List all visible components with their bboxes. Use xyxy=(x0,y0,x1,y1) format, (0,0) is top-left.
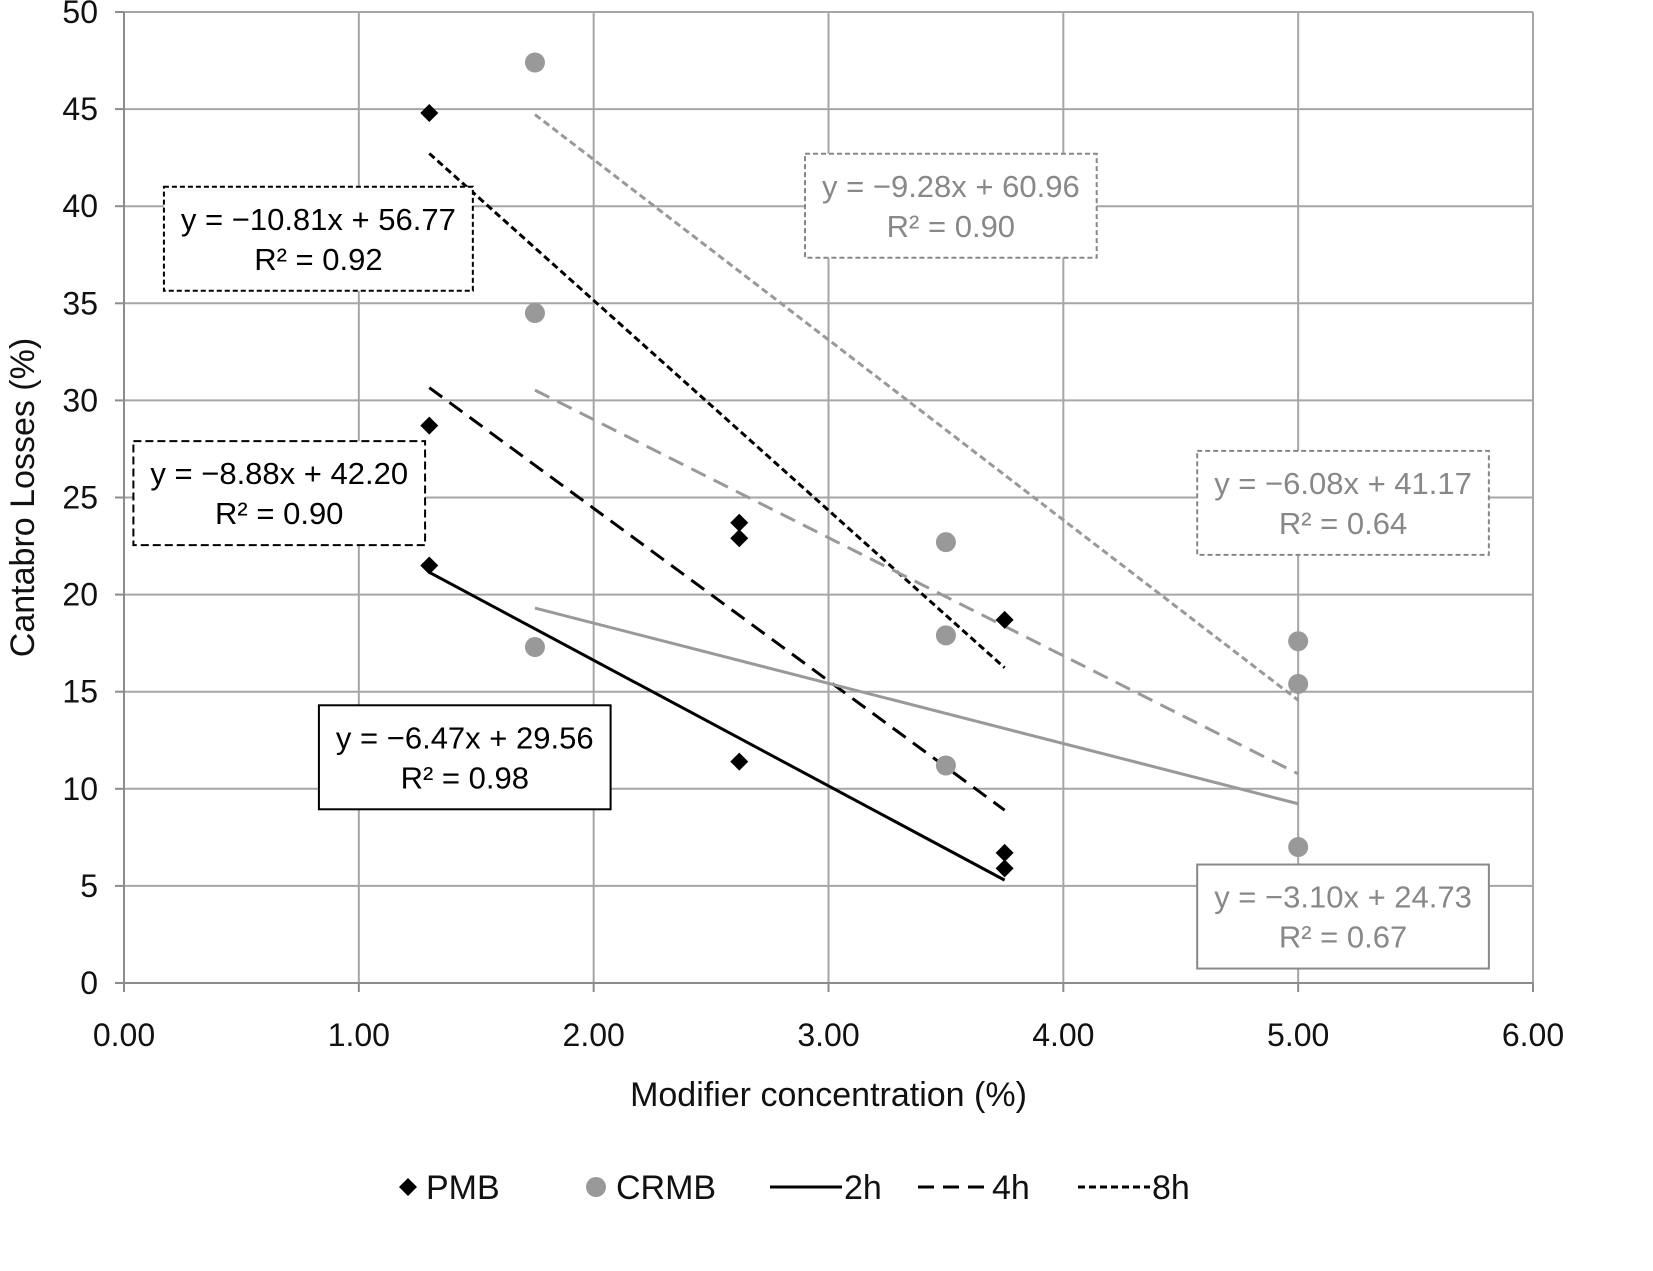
equation-box: y = −8.88x + 42.20 R² = 0.90 xyxy=(132,440,427,547)
legend: PMB CRMB 2h 4h 8h xyxy=(399,1169,1190,1207)
legend-item-8h: 8h xyxy=(1078,1169,1190,1207)
x-tick-label: 2.00 xyxy=(563,1017,625,1053)
x-tick-label: 5.00 xyxy=(1267,1017,1329,1053)
point-crmb xyxy=(1288,837,1309,858)
equation-box-border xyxy=(1196,449,1490,556)
x-tick-label: 6.00 xyxy=(1502,1017,1564,1053)
equation-box: y = −6.08x + 41.17 R² = 0.64 xyxy=(1196,449,1490,556)
point-crmb xyxy=(935,755,956,776)
r-squared-text: R² = 0.92 xyxy=(254,242,382,277)
trendline-pmb-4h xyxy=(428,386,1006,812)
equation-box-border xyxy=(132,440,427,547)
y-axis-title: Cantabro Losses (%) xyxy=(4,338,42,657)
equation-box: y = −3.10x + 24.73 R² = 0.67 xyxy=(1196,863,1490,970)
x-tick-labels: 0.00 1.00 2.00 3.00 4.00 5.00 6.00 xyxy=(93,1017,1564,1053)
trendline-crmb-2h xyxy=(534,606,1299,806)
trendline-pmb-8h xyxy=(428,152,1006,669)
y-tick-label: 0 xyxy=(80,965,98,1001)
equation-text: y = −10.81x + 56.77 xyxy=(181,202,456,237)
equation-text: y = −6.08x + 41.17 xyxy=(1214,466,1472,501)
r-squared-text: R² = 0.67 xyxy=(1279,920,1407,955)
legend-marker xyxy=(399,1178,417,1196)
y-tick-label: 20 xyxy=(62,577,98,613)
legend-item-crmb: CRMB xyxy=(586,1169,716,1207)
point-pmb xyxy=(995,843,1014,862)
trendline-pmb-2h xyxy=(428,570,1006,882)
x-tick-label: 4.00 xyxy=(1032,1017,1094,1053)
y-tick-labels: 0 5 10 15 20 25 30 35 40 45 50 xyxy=(62,0,98,1001)
r-squared-text: R² = 0.98 xyxy=(401,760,529,795)
equation-box-border xyxy=(1196,863,1490,970)
y-tick-label: 45 xyxy=(62,91,98,127)
legend-item-pmb: PMB xyxy=(399,1169,500,1207)
point-crmb xyxy=(1288,631,1309,652)
point-pmb xyxy=(730,529,749,548)
equation-box-border xyxy=(317,704,612,811)
point-crmb xyxy=(1288,673,1309,694)
point-pmb xyxy=(730,752,749,771)
legend-label: 8h xyxy=(1152,1169,1190,1207)
legend-label: CRMB xyxy=(616,1169,716,1207)
r-squared-text: R² = 0.90 xyxy=(215,496,343,531)
point-pmb xyxy=(420,556,439,575)
equation-box-border xyxy=(162,185,474,292)
y-tick-label: 10 xyxy=(62,771,98,807)
axes xyxy=(115,11,1534,992)
legend-marker xyxy=(586,1177,606,1197)
equation-box: y = −9.28x + 60.96 R² = 0.90 xyxy=(804,152,1098,259)
y-tick-label: 30 xyxy=(62,382,98,418)
trendline-crmb-8h xyxy=(534,113,1300,702)
equation-text: y = −8.88x + 42.20 xyxy=(150,456,408,491)
x-axis-title: Modifier concentration (%) xyxy=(630,1076,1027,1114)
y-tick-label: 35 xyxy=(62,285,98,321)
legend-label: 4h xyxy=(992,1169,1030,1207)
point-crmb xyxy=(524,303,545,324)
equation-text: y = −3.10x + 24.73 xyxy=(1214,880,1472,915)
point-pmb xyxy=(420,103,439,122)
equation-box: y = −6.47x + 29.56 R² = 0.98 xyxy=(317,704,612,811)
point-crmb xyxy=(935,532,956,553)
equation-box-border xyxy=(804,152,1098,259)
trendline-crmb-4h xyxy=(534,388,1299,776)
x-tick-label: 0.00 xyxy=(93,1017,155,1053)
point-pmb xyxy=(995,610,1014,629)
equation-annotations: y = −10.81x + 56.77 R² = 0.92 y = −8.88x +… xyxy=(132,152,1490,970)
point-pmb xyxy=(730,513,749,532)
r-squared-text: R² = 0.64 xyxy=(1279,506,1407,541)
legend-label: PMB xyxy=(426,1169,500,1207)
equation-box: y = −10.81x + 56.77 R² = 0.92 xyxy=(162,185,474,292)
equation-text: y = −6.47x + 29.56 xyxy=(336,720,594,755)
trendlines xyxy=(428,113,1300,882)
legend-item-2h: 2h xyxy=(770,1169,882,1207)
point-crmb xyxy=(524,52,545,73)
y-tick-label: 50 xyxy=(62,0,98,30)
r-squared-text: R² = 0.90 xyxy=(887,209,1015,244)
point-pmb xyxy=(995,859,1014,878)
y-tick-label: 15 xyxy=(62,674,98,710)
legend-item-4h: 4h xyxy=(918,1169,1030,1207)
y-tick-label: 25 xyxy=(62,480,98,516)
y-tick-label: 40 xyxy=(62,188,98,224)
x-tick-label: 3.00 xyxy=(797,1017,859,1053)
point-crmb xyxy=(524,637,545,658)
equation-text: y = −9.28x + 60.96 xyxy=(822,169,1080,204)
point-crmb xyxy=(935,625,956,646)
y-tick-label: 5 xyxy=(80,868,98,904)
x-tick-label: 1.00 xyxy=(328,1017,390,1053)
legend-label: 2h xyxy=(844,1169,882,1207)
data-points xyxy=(420,52,1309,878)
point-pmb xyxy=(420,416,439,435)
